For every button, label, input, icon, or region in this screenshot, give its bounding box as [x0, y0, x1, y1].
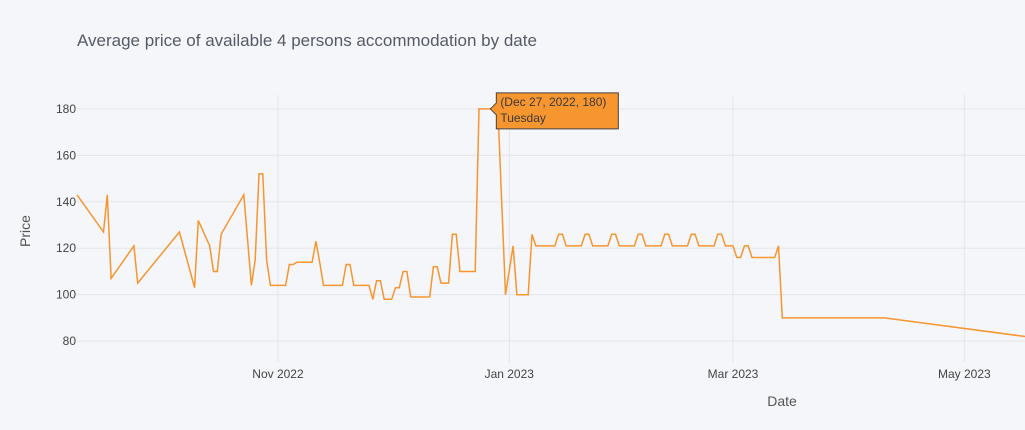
y-tick-label: 100: [56, 288, 76, 302]
y-tick-label: 160: [56, 148, 76, 162]
x-tick-label: Jan 2023: [485, 367, 535, 381]
x-gridlines: [277, 95, 965, 362]
y-tick-labels: 80 100 120 140 160 180: [56, 102, 76, 348]
y-gridlines: [77, 108, 1025, 342]
series-line[interactable]: [76, 108, 1025, 338]
hover-tooltip-sublabel: Tuesday: [500, 111, 546, 125]
x-tick-label: Nov 2022: [252, 367, 304, 381]
x-axis-title: Date: [767, 393, 797, 409]
hover-tooltip: (Dec 27, 2022, 180) Tuesday: [489, 92, 619, 130]
hover-tooltip-box: [489, 92, 619, 130]
hover-tooltip-label: (Dec 27, 2022, 180): [500, 95, 606, 109]
y-tick-label: 120: [56, 241, 76, 255]
y-tick-label: 180: [56, 102, 76, 116]
x-tick-labels: Nov 2022 Jan 2023 Mar 2023 May 2023: [252, 367, 991, 381]
chart-title: Average price of available 4 persons acc…: [77, 31, 537, 50]
x-tick-label: Mar 2023: [708, 367, 759, 381]
y-tick-label: 140: [56, 195, 76, 209]
y-tick-label: 80: [63, 334, 77, 348]
y-axis-title: Price: [17, 215, 33, 247]
x-tick-label: May 2023: [938, 367, 991, 381]
